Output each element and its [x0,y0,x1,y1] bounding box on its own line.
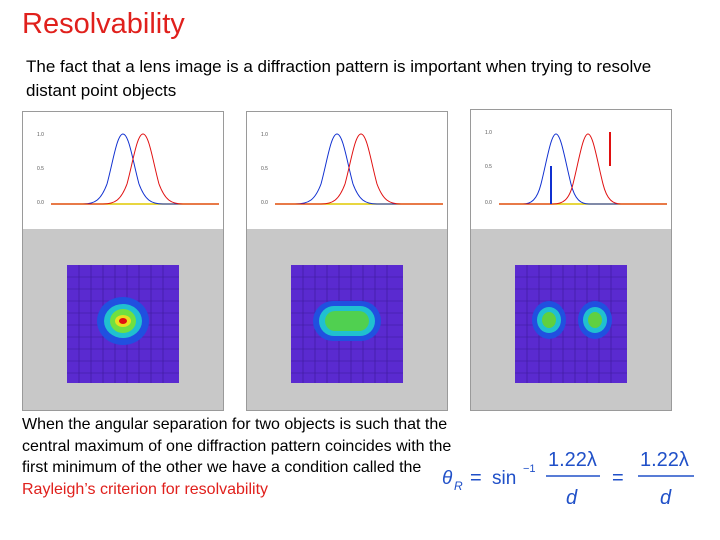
tick-label: 1.0 [37,132,44,138]
formula-arcsin: sin [492,468,516,489]
intro-text: The fact that a lens image is a diffract… [26,57,652,100]
formula-denominator-1: d [566,487,578,509]
tick-label: 0.5 [261,166,268,172]
rayleigh-criterion-term: Rayleigh’s criterion for resolvability [22,480,269,498]
tick-label: 0.0 [485,200,492,206]
panel-1-graphic: 1.0 0.5 0.0 [23,112,223,383]
formula-graphic: θ R = sin −1 1.22λ d = 1.22λ d [442,449,694,509]
intensity-plot-bg [23,112,223,229]
tick-label: 0.5 [37,166,44,172]
diffraction-panel-2: 1.0 0.5 0.0 [246,111,448,411]
tick-label: 0.5 [485,164,492,170]
curve-red [499,133,667,205]
spot-inner [325,311,369,331]
panel-2-graphic: 1.0 0.5 0.0 [247,112,447,383]
intensity-plot-bg [247,112,447,229]
formula-denominator-2: d [660,487,672,509]
panel-3-graphic: 1.0 0.5 0.0 [471,110,671,383]
tick-label: 0.0 [37,200,44,206]
curve-red [51,133,219,205]
formula-numerator-1: 1.22λ [548,449,597,471]
conclusion-body: When the angular separation for two obje… [22,416,452,476]
tick-label: 0.0 [261,200,268,206]
curve-blue [275,133,443,205]
rayleigh-formula: θ R = sin −1 1.22λ d = 1.22λ d [440,440,712,510]
intensity-plot-bg [471,110,671,229]
curve-blue [499,133,667,205]
formula-theta: θ [442,468,453,489]
curve-red [275,133,443,205]
formula-theta-subscript: R [454,479,463,493]
diffraction-panel-1: 1.0 0.5 0.0 [22,111,224,411]
slide-title: Resolvability [22,8,185,40]
formula-numerator-2: 1.22λ [640,449,689,471]
formula-inverse-exponent: −1 [523,463,536,475]
curve-blue [51,133,219,205]
spot-right-inner [588,312,602,328]
diffraction-panel-3: 1.0 0.5 0.0 [470,109,672,411]
tick-label: 1.0 [485,130,492,136]
spot-core [119,318,127,324]
formula-equals-1: = [470,467,482,489]
tick-label: 1.0 [261,132,268,138]
formula-equals-2: = [612,467,624,489]
conclusion-text: When the angular separation for two obje… [22,414,452,500]
spot-left-inner [542,312,556,328]
